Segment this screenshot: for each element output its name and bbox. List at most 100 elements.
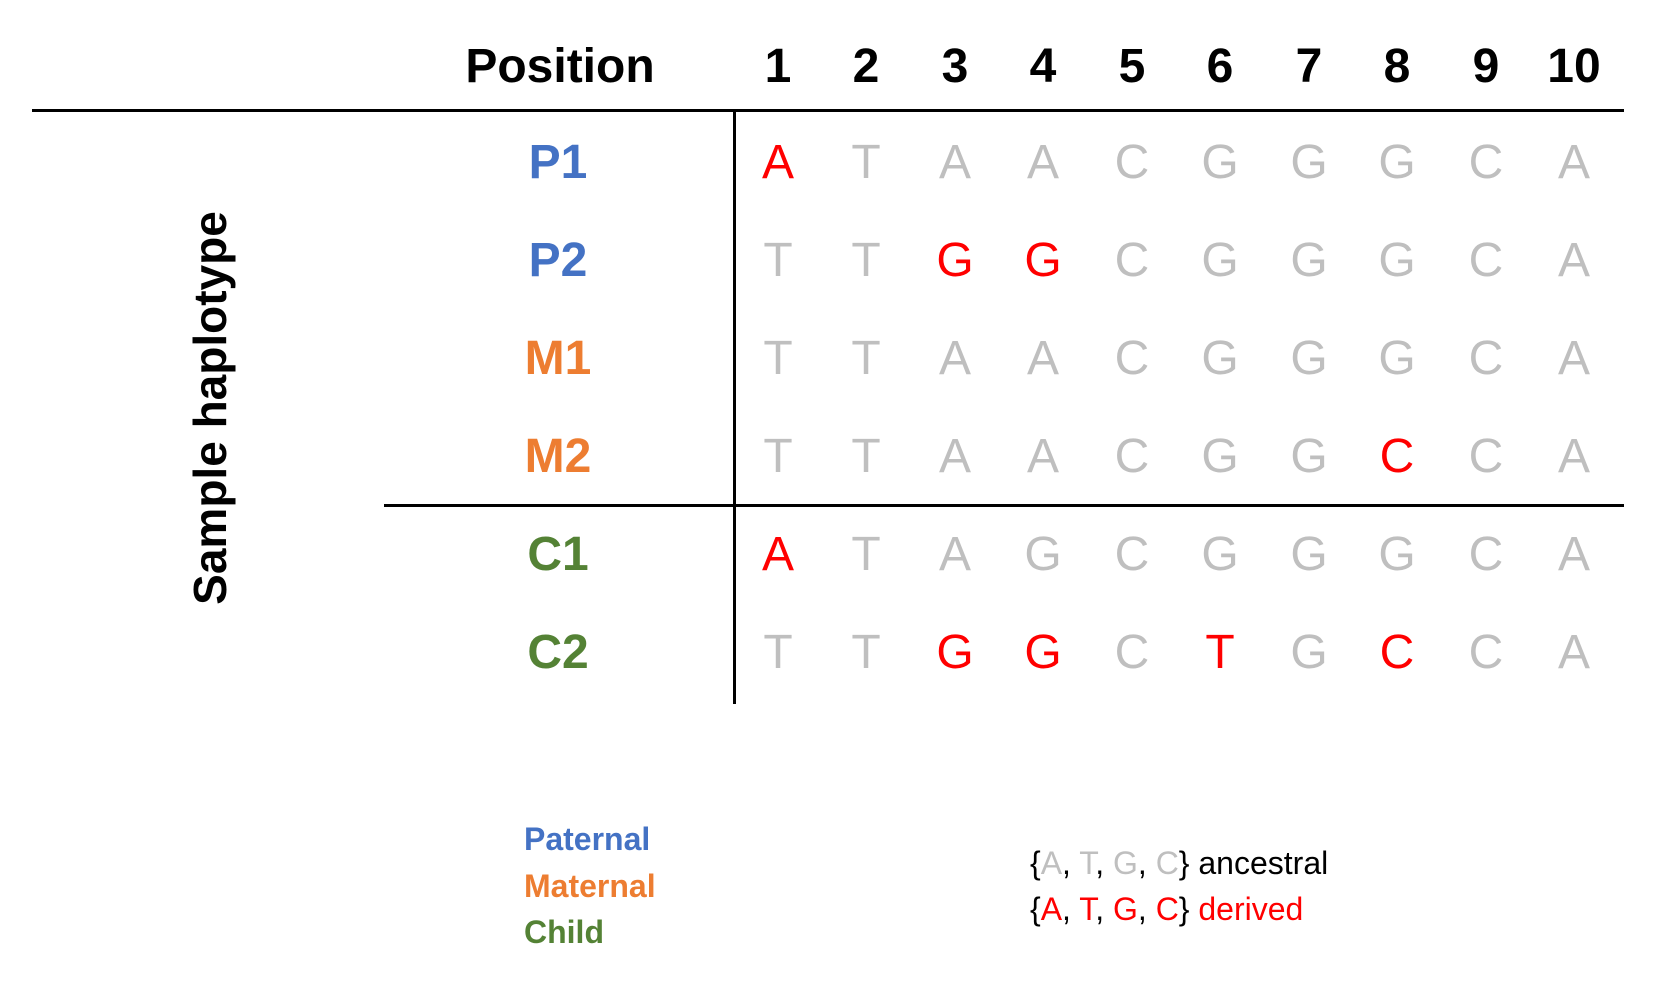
key-separator: , — [1095, 845, 1114, 881]
base-cell: A — [1026, 430, 1059, 483]
position-header: Position — [465, 40, 655, 93]
base-cell: A — [938, 136, 971, 189]
position-number: 5 — [1118, 40, 1146, 93]
base-cell: T — [763, 332, 793, 385]
haplotype-label: C1 — [527, 528, 589, 581]
base-cell: G — [936, 626, 974, 679]
key-base: C — [1155, 845, 1179, 881]
key-label: derived — [1189, 891, 1304, 927]
key-brace-open: { — [1030, 845, 1041, 881]
position-number: 7 — [1295, 40, 1323, 93]
base-cell: A — [1557, 234, 1590, 287]
header-divider — [32, 109, 1624, 112]
base-cell: C — [1114, 234, 1150, 287]
base-cell: G — [1378, 234, 1416, 287]
base-cell: C — [1468, 430, 1504, 483]
position-number: 2 — [852, 40, 880, 93]
base-cell: C — [1114, 528, 1150, 581]
base-cell: C — [1468, 626, 1504, 679]
position-number: 9 — [1472, 40, 1500, 93]
base-cell: C — [1468, 234, 1504, 287]
base-cell: A — [1557, 332, 1590, 385]
base-cell: A — [1557, 430, 1590, 483]
base-cell: C — [1114, 430, 1150, 483]
base-cell: G — [1201, 234, 1239, 287]
y-axis-title: Sample haplotype — [184, 211, 236, 605]
base-cell: C — [1468, 332, 1504, 385]
base-cell: T — [851, 626, 881, 679]
base-cell: C — [1379, 430, 1415, 483]
base-cell: A — [761, 528, 794, 581]
base-cell: G — [1378, 528, 1416, 581]
base-cell: C — [1379, 626, 1415, 679]
key-base: G — [1113, 845, 1138, 881]
base-cell: G — [1024, 234, 1062, 287]
parent-child-divider — [384, 504, 1624, 507]
position-number: 4 — [1029, 40, 1057, 93]
base-cell: G — [1290, 626, 1328, 679]
key-brace-open: { — [1030, 891, 1041, 927]
base-cell: T — [763, 430, 793, 483]
key-separator: , — [1062, 845, 1080, 881]
key-brace-close: } — [1178, 845, 1190, 881]
key-base: A — [1040, 891, 1063, 927]
position-number: 6 — [1206, 40, 1234, 93]
key-derived: {A, T, G, C} derived — [1030, 887, 1303, 931]
key-base: T — [1079, 845, 1096, 881]
key-separator: , — [1137, 891, 1156, 927]
base-cell: G — [1290, 234, 1328, 287]
base-cell: G — [1024, 626, 1062, 679]
base-cell: T — [763, 626, 793, 679]
base-cell: T — [763, 234, 793, 287]
base-cell: A — [1026, 136, 1059, 189]
base-cell: C — [1114, 626, 1150, 679]
base-cell: C — [1114, 332, 1150, 385]
base-cell: A — [1557, 528, 1590, 581]
base-cell: A — [938, 332, 971, 385]
base-cell: A — [938, 528, 971, 581]
base-cell: G — [1290, 528, 1328, 581]
base-cell: G — [1290, 430, 1328, 483]
base-cell: T — [851, 430, 881, 483]
base-cell: A — [938, 430, 971, 483]
base-cell: G — [1290, 332, 1328, 385]
key-separator: , — [1095, 891, 1114, 927]
legend-paternal: Paternal — [524, 821, 651, 857]
position-number: 10 — [1547, 40, 1601, 93]
base-cell: T — [851, 234, 881, 287]
base-cell: T — [1205, 626, 1235, 679]
base-cell: G — [1024, 528, 1062, 581]
base-cell: G — [1201, 528, 1239, 581]
base-cell: T — [851, 332, 881, 385]
key-base: A — [1040, 845, 1063, 881]
haplotype-label: M2 — [524, 430, 592, 483]
base-cell: G — [1201, 430, 1239, 483]
base-cell: G — [936, 234, 974, 287]
haplotype-label: C2 — [527, 626, 589, 679]
key-ancestral: {A, T, G, C} ancestral — [1030, 841, 1328, 885]
base-cell: A — [1026, 332, 1059, 385]
base-cell: C — [1468, 136, 1504, 189]
key-label: ancestral — [1189, 845, 1329, 881]
key-separator: , — [1137, 845, 1156, 881]
haplotype-label: P2 — [528, 234, 588, 287]
base-cell: G — [1201, 332, 1239, 385]
position-number: 3 — [941, 40, 969, 93]
legend-maternal: Maternal — [524, 868, 656, 904]
key-separator: , — [1062, 891, 1080, 927]
key-base: T — [1079, 891, 1096, 927]
label-divider — [733, 111, 736, 704]
base-cell: T — [851, 528, 881, 581]
base-cell: A — [1557, 626, 1590, 679]
key-brace-close: } — [1178, 891, 1190, 927]
base-cell: G — [1378, 332, 1416, 385]
key-base: C — [1155, 891, 1179, 927]
base-cell: G — [1290, 136, 1328, 189]
base-cell: G — [1378, 136, 1416, 189]
position-number: 8 — [1383, 40, 1411, 93]
haplotype-label: M1 — [524, 332, 592, 385]
base-cell: A — [761, 136, 794, 189]
base-cell: C — [1114, 136, 1150, 189]
key-base: G — [1113, 891, 1138, 927]
legend-child: Child — [524, 914, 604, 950]
